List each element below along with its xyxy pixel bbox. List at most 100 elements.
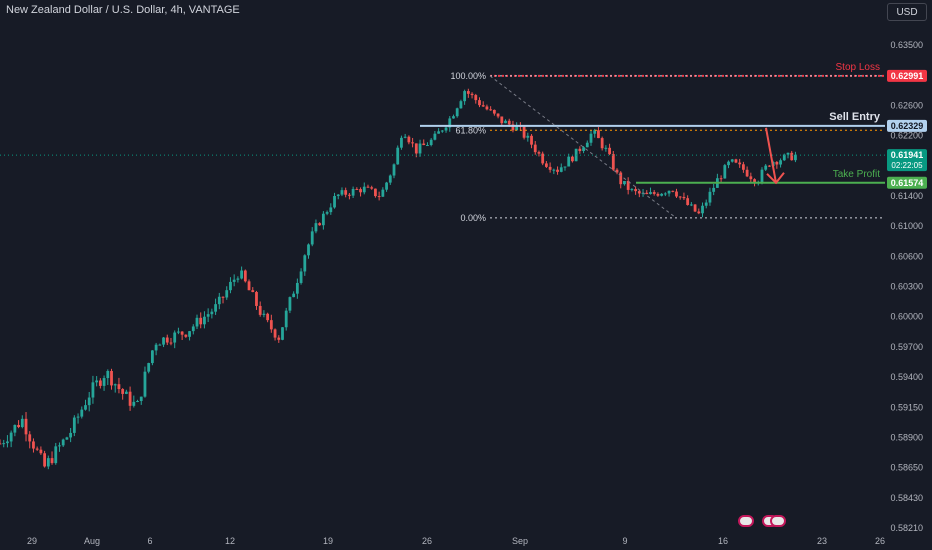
candle-body	[143, 371, 147, 397]
candle-body	[500, 116, 504, 124]
candle-body	[147, 363, 151, 372]
candle-body	[637, 191, 641, 194]
candle-body	[50, 458, 54, 464]
candle-body	[39, 449, 43, 454]
price-tick-label: 0.60300	[890, 282, 923, 292]
candle-body	[28, 434, 32, 442]
candle-body	[180, 331, 184, 335]
time-axis: 29 Aug 6 12 19 26 Sep 9 16 23 26	[27, 536, 885, 546]
candle-body	[43, 453, 47, 467]
candle-body	[400, 137, 403, 148]
candle-body	[478, 100, 481, 106]
candle-body	[786, 152, 790, 155]
candle-series	[0, 88, 797, 470]
candle-body	[72, 417, 76, 433]
candle-body	[671, 190, 675, 192]
candle-body	[437, 131, 441, 134]
time-tick-label: Aug	[84, 536, 100, 546]
candle-body	[492, 109, 496, 114]
candle-body	[195, 317, 199, 327]
candle-body	[693, 204, 697, 212]
candle-body	[32, 441, 35, 449]
us-flag-event-icon[interactable]	[738, 515, 754, 527]
candle-body	[611, 154, 615, 170]
candle-body	[17, 424, 20, 428]
candle-body	[663, 193, 667, 195]
candle-body	[255, 292, 258, 306]
candle-body	[775, 161, 779, 165]
candle-body	[295, 282, 299, 294]
candle-body	[689, 204, 693, 206]
candle-body	[165, 337, 169, 343]
candle-body	[719, 178, 723, 180]
candle-body	[247, 281, 251, 291]
candle-body	[600, 138, 604, 149]
candle-body	[221, 296, 225, 298]
candle-body	[310, 231, 314, 245]
candle-body	[738, 162, 742, 165]
candle-body	[13, 424, 17, 433]
candle-body	[269, 320, 273, 330]
time-tick-label: 26	[422, 536, 432, 546]
candle-body	[370, 187, 374, 189]
candle-body	[656, 193, 660, 196]
candle-body	[325, 212, 329, 214]
time-tick-label: 6	[147, 536, 152, 546]
candle-body	[533, 144, 537, 153]
stop-loss-badge-text: 0.62991	[891, 71, 924, 81]
candle-body	[734, 159, 738, 163]
take-profit-label: Take Profit	[833, 169, 880, 180]
candle-body	[723, 165, 727, 179]
currency-button[interactable]: USD	[887, 3, 927, 21]
candle-body	[678, 196, 682, 198]
candle-body	[191, 326, 195, 332]
candle-body	[359, 189, 362, 193]
candle-body	[589, 133, 593, 143]
time-tick-label: 26	[875, 536, 885, 546]
candle-body	[760, 169, 764, 183]
candle-body	[24, 418, 28, 435]
candle-body	[571, 156, 574, 162]
candle-body	[530, 135, 533, 145]
projection-arrowhead	[766, 172, 785, 185]
candle-body	[54, 446, 58, 464]
candle-body	[608, 147, 611, 155]
price-tick-label: 0.59150	[890, 402, 923, 412]
candle-body	[273, 329, 277, 338]
candle-body	[567, 156, 571, 167]
candle-body	[314, 223, 318, 232]
candle-body	[626, 180, 630, 190]
candle-body	[329, 207, 333, 213]
candle-body	[318, 223, 322, 226]
candle-body	[411, 142, 414, 144]
time-tick-label: 12	[225, 536, 235, 546]
price-tick-label: 0.58650	[890, 463, 923, 473]
candle-body	[362, 186, 366, 193]
candle-body	[203, 316, 206, 325]
candle-body	[229, 281, 232, 291]
fib-trend-line	[489, 75, 677, 219]
candle-body	[485, 106, 489, 110]
candle-body	[366, 186, 370, 188]
candle-body	[158, 344, 162, 346]
candle-body	[20, 418, 24, 428]
candle-body	[173, 332, 177, 343]
candle-body	[106, 370, 110, 379]
candle-body	[563, 166, 567, 168]
candle-body	[455, 108, 459, 117]
price-tick-label: 0.62200	[890, 131, 923, 141]
candle-body	[779, 160, 782, 165]
price-tick-label: 0.63500	[890, 40, 923, 50]
fib-level-label: 61.80%	[455, 125, 486, 135]
sell-entry-badge-text: 0.62329	[891, 121, 924, 131]
candle-body	[266, 313, 270, 321]
candle-body	[708, 191, 712, 203]
candle-body	[307, 244, 310, 256]
candle-body	[507, 120, 511, 125]
candle-body	[593, 130, 597, 134]
us-flag-event-icon[interactable]	[770, 515, 786, 527]
take-profit-badge	[887, 176, 927, 189]
candle-body	[749, 176, 753, 180]
candle-body	[470, 93, 474, 96]
